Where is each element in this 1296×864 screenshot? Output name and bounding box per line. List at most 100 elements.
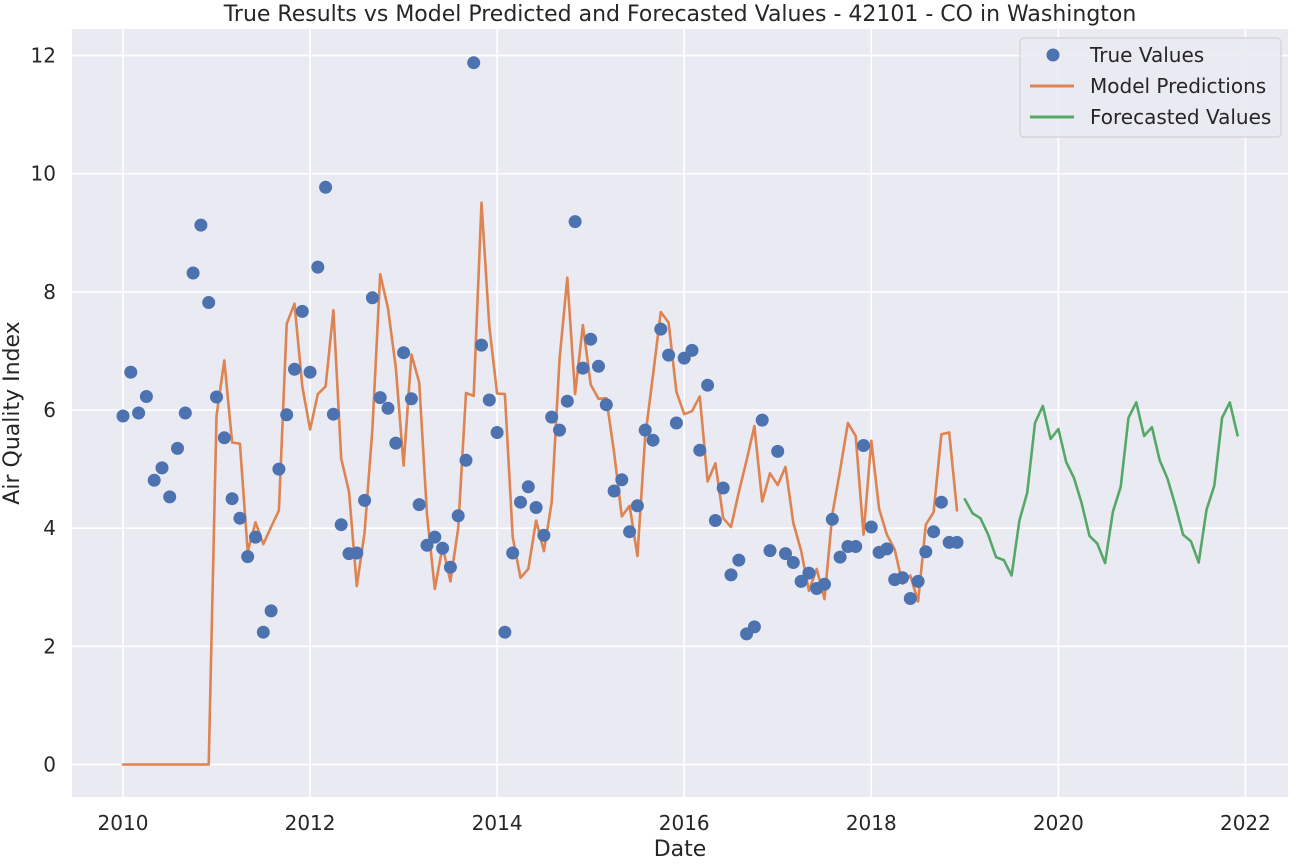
true-value-point xyxy=(685,343,699,357)
true-value-point xyxy=(404,392,418,406)
x-tick-label: 2012 xyxy=(285,811,336,835)
true-value-point xyxy=(545,410,559,424)
true-value-point xyxy=(802,566,816,580)
y-tick-labels: 0 2 4 6 8 10 12 xyxy=(31,44,56,777)
x-tick-labels: 2010 2012 2014 2016 2018 2020 2022 xyxy=(98,811,1271,835)
y-axis-label: Air Quality Index xyxy=(0,321,25,504)
true-value-point xyxy=(319,180,333,194)
true-value-point xyxy=(249,530,262,544)
true-value-point xyxy=(794,574,808,588)
true-value-point xyxy=(225,492,239,506)
true-value-point xyxy=(412,498,426,512)
true-value-point xyxy=(397,346,411,360)
legend-label-forecasted-values: Forecasted Values xyxy=(1090,105,1271,129)
true-value-point xyxy=(833,550,847,564)
x-tick-label: 2020 xyxy=(1033,811,1084,835)
y-tick-label: 0 xyxy=(43,753,56,777)
x-tick-label: 2014 xyxy=(472,811,523,835)
true-value-point xyxy=(592,359,605,373)
y-tick-label: 8 xyxy=(43,280,56,304)
true-value-point xyxy=(646,433,660,447)
legend-box xyxy=(1019,37,1282,138)
y-tick-label: 10 xyxy=(31,162,56,186)
true-value-point xyxy=(288,362,301,376)
true-value-point xyxy=(615,473,629,487)
true-value-point xyxy=(693,443,707,457)
true-value-point xyxy=(654,322,668,336)
true-value-point xyxy=(755,413,769,427)
true-value-point xyxy=(147,473,161,487)
x-tick-label: 2022 xyxy=(1220,811,1271,835)
true-value-point xyxy=(630,499,644,513)
true-value-point xyxy=(662,348,676,362)
true-value-point xyxy=(124,365,138,379)
true-value-point xyxy=(443,560,457,574)
true-value-point xyxy=(163,490,177,504)
true-value-point xyxy=(436,541,450,555)
true-value-point xyxy=(553,423,566,437)
true-value-point xyxy=(373,391,387,405)
plot-background xyxy=(72,29,1288,797)
true-value-point xyxy=(529,501,543,514)
true-value-point xyxy=(178,406,192,420)
true-value-point xyxy=(950,535,964,549)
true-value-point xyxy=(186,266,200,280)
true-value-point xyxy=(896,571,909,585)
legend-label-true-values: True Values xyxy=(1089,43,1204,67)
true-value-point xyxy=(560,394,574,408)
true-value-point xyxy=(459,453,473,467)
legend-marker-true-values xyxy=(1046,48,1060,62)
series-layer xyxy=(116,56,1239,766)
true-value-point xyxy=(256,625,270,639)
true-value-point xyxy=(233,511,247,525)
true-value-point xyxy=(857,439,870,452)
x-tick-label: 2016 xyxy=(659,811,710,835)
true-value-point xyxy=(716,481,730,495)
true-value-point xyxy=(521,480,535,494)
true-value-point xyxy=(537,528,551,542)
true-value-point xyxy=(825,512,839,526)
true-value-point xyxy=(365,291,379,305)
true-value-point xyxy=(708,514,722,527)
chart-title: True Results vs Model Predicted and Fore… xyxy=(223,2,1137,27)
y-tick-label: 4 xyxy=(43,516,56,540)
true-value-point xyxy=(771,444,785,458)
true-value-point xyxy=(389,436,403,450)
true-value-point xyxy=(420,538,434,552)
true-value-point xyxy=(732,553,746,567)
true-value-point xyxy=(428,530,442,544)
true-value-point xyxy=(326,407,340,421)
y-tick-label: 2 xyxy=(43,634,56,658)
legend-label-model-predictions: Model Predictions xyxy=(1090,74,1266,98)
true-value-point xyxy=(880,542,894,556)
true-value-point xyxy=(514,495,527,509)
true-value-point xyxy=(241,550,255,564)
true-value-point xyxy=(155,461,169,475)
true-value-point xyxy=(927,525,941,539)
true-value-point xyxy=(467,56,481,70)
true-value-point xyxy=(607,484,621,498)
true-value-point xyxy=(763,544,777,558)
true-value-point xyxy=(818,577,831,591)
true-value-point xyxy=(171,441,184,455)
true-value-point xyxy=(381,401,395,415)
true-value-point xyxy=(903,592,917,605)
true-value-point xyxy=(638,423,652,437)
true-value-point xyxy=(264,604,278,618)
true-value-point xyxy=(217,431,231,445)
x-tick-label: 2010 xyxy=(98,811,149,835)
x-axis-label: Date xyxy=(654,837,707,862)
true-value-point xyxy=(701,378,715,392)
x-tick-label: 2018 xyxy=(846,811,897,835)
true-value-point xyxy=(576,361,590,375)
true-value-point xyxy=(116,409,130,423)
true-value-point xyxy=(202,296,216,309)
true-value-point xyxy=(132,406,146,420)
true-value-point xyxy=(934,495,948,509)
true-value-point xyxy=(350,546,364,560)
true-value-point xyxy=(490,426,504,439)
true-value-point xyxy=(506,546,520,560)
true-value-point xyxy=(669,416,683,430)
true-value-point xyxy=(451,509,465,523)
true-value-point xyxy=(623,525,637,539)
